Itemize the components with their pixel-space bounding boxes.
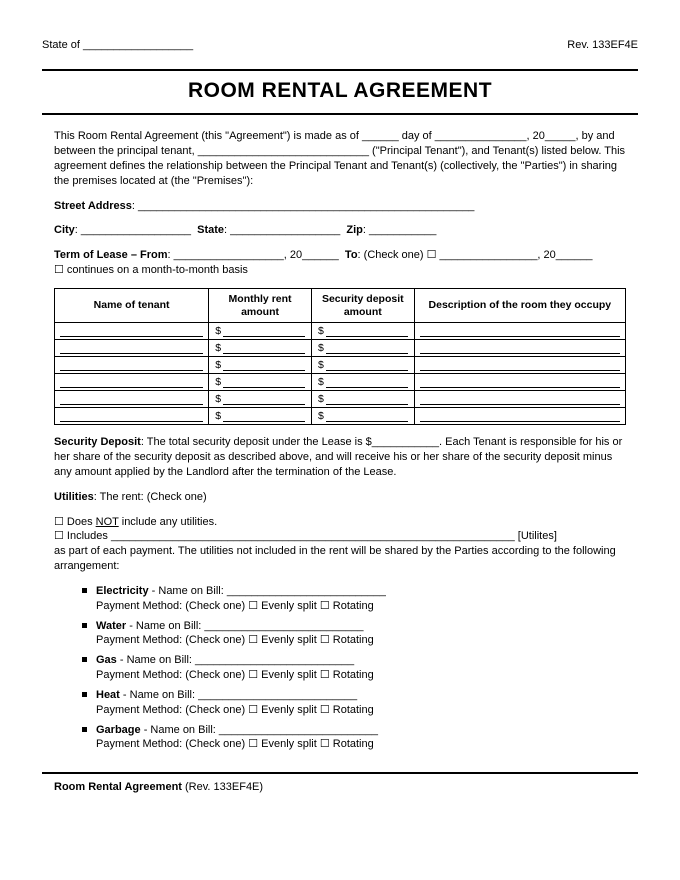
table-row: $$ [55, 374, 626, 391]
utility-name: Electricity [96, 585, 149, 597]
state-of-field: State of __________________ [42, 38, 193, 53]
term-to-label: To [345, 249, 358, 261]
term-from-blank: : __________________, 20______ [168, 249, 339, 261]
utility-bill-line: - Name on Bill: ________________________… [117, 654, 354, 666]
cell-rent: $ [209, 408, 312, 425]
footer: Room Rental Agreement (Rev. 133EF4E) [42, 772, 638, 795]
street-address-label: Street Address [54, 200, 132, 212]
cell-description [414, 408, 625, 425]
cell-deposit: $ [311, 323, 414, 340]
term-from-label: Term of Lease – From [54, 249, 168, 261]
col-name: Name of tenant [55, 288, 209, 322]
utility-payment-method: Payment Method: (Check one) ☐ Evenly spl… [96, 634, 374, 646]
utility-bill-line: - Name on Bill: ________________________… [126, 620, 363, 632]
opt-not-include-post: include any utilities. [119, 516, 217, 528]
utility-bill-line: - Name on Bill: ________________________… [120, 689, 357, 701]
utilities-tail-text: as part of each payment. The utilities n… [54, 545, 616, 572]
header-row: State of __________________ Rev. 133EF4E [42, 38, 638, 53]
utility-item: Electricity - Name on Bill: ____________… [82, 584, 626, 614]
cell-rent: $ [209, 357, 312, 374]
cell-name [55, 374, 209, 391]
utility-name: Heat [96, 689, 120, 701]
zip-label: Zip [346, 224, 363, 236]
city-state-zip-line: City: __________________ State: ________… [54, 223, 626, 238]
term-of-lease-block: Term of Lease – From: __________________… [54, 248, 626, 278]
cell-rent: $ [209, 340, 312, 357]
utility-payment-method: Payment Method: (Check one) ☐ Evenly spl… [96, 704, 374, 716]
footer-rev: (Rev. 133EF4E) [182, 781, 263, 793]
col-deposit: Security deposit amount [311, 288, 414, 322]
street-address-line: Street Address: ________________________… [54, 199, 626, 214]
opt-not-include-pre: ☐ Does [54, 516, 96, 528]
intro-paragraph: This Room Rental Agreement (this "Agreem… [54, 129, 626, 188]
utilities-intro: Utilities: The rent: (Check one) [54, 490, 626, 505]
cell-deposit: $ [311, 374, 414, 391]
table-row: $$ [55, 357, 626, 374]
utility-name: Water [96, 620, 126, 632]
footer-title: Room Rental Agreement [54, 781, 182, 793]
cell-deposit: $ [311, 357, 414, 374]
city-label: City [54, 224, 75, 236]
term-to-blank: : (Check one) ☐ ________________, 20____… [358, 249, 593, 261]
cell-name [55, 323, 209, 340]
title-block: ROOM RENTAL AGREEMENT [42, 69, 638, 115]
opt-not-word: NOT [96, 516, 119, 528]
security-deposit-label: Security Deposit [54, 436, 141, 448]
utilities-list: Electricity - Name on Bill: ____________… [54, 584, 626, 752]
cell-name [55, 408, 209, 425]
document-title: ROOM RENTAL AGREEMENT [42, 77, 638, 105]
utility-name: Gas [96, 654, 117, 666]
utilities-intro-text: : The rent: (Check one) [94, 491, 207, 503]
state-label: State [197, 224, 224, 236]
utility-payment-method: Payment Method: (Check one) ☐ Evenly spl… [96, 738, 374, 750]
cell-rent: $ [209, 374, 312, 391]
cell-rent: $ [209, 323, 312, 340]
street-address-blank: : ______________________________________… [132, 200, 475, 212]
utility-payment-method: Payment Method: (Check one) ☐ Evenly spl… [96, 600, 374, 612]
cell-description [414, 323, 625, 340]
opt-includes-line: ☐ Includes _____________________________… [54, 530, 557, 542]
cell-deposit: $ [311, 391, 414, 408]
cell-name [55, 391, 209, 408]
col-rent: Monthly rent amount [209, 288, 312, 322]
state-blank: : __________________ [224, 224, 340, 236]
cell-name [55, 357, 209, 374]
city-blank: : __________________ [75, 224, 191, 236]
zip-blank: : ___________ [363, 224, 436, 236]
cell-description [414, 391, 625, 408]
content-area: This Room Rental Agreement (this "Agreem… [42, 129, 638, 752]
utility-payment-method: Payment Method: (Check one) ☐ Evenly spl… [96, 669, 374, 681]
utility-bill-line: - Name on Bill: ________________________… [149, 585, 386, 597]
utility-item: Heat - Name on Bill: ___________________… [82, 688, 626, 718]
cell-rent: $ [209, 391, 312, 408]
table-row: $$ [55, 391, 626, 408]
utility-item: Garbage - Name on Bill: ________________… [82, 723, 626, 753]
utilities-label: Utilities [54, 491, 94, 503]
table-header-row: Name of tenant Monthly rent amount Secur… [55, 288, 626, 322]
cell-description [414, 374, 625, 391]
revision-label: Rev. 133EF4E [567, 38, 638, 53]
security-deposit-paragraph: Security Deposit: The total security dep… [54, 435, 626, 480]
term-continues-option: ☐ continues on a month-to-month basis [54, 264, 248, 276]
utility-item: Gas - Name on Bill: ____________________… [82, 653, 626, 683]
cell-deposit: $ [311, 340, 414, 357]
cell-description [414, 357, 625, 374]
cell-deposit: $ [311, 408, 414, 425]
cell-description [414, 340, 625, 357]
table-row: $$ [55, 408, 626, 425]
utility-name: Garbage [96, 724, 141, 736]
table-row: $$ [55, 323, 626, 340]
col-description: Description of the room they occupy [414, 288, 625, 322]
utilities-options: ☐ Does NOT include any utilities. ☐ Incl… [54, 515, 626, 574]
cell-name [55, 340, 209, 357]
tenant-table: Name of tenant Monthly rent amount Secur… [54, 288, 626, 425]
utility-bill-line: - Name on Bill: ________________________… [141, 724, 378, 736]
utility-item: Water - Name on Bill: __________________… [82, 619, 626, 649]
table-row: $$ [55, 340, 626, 357]
